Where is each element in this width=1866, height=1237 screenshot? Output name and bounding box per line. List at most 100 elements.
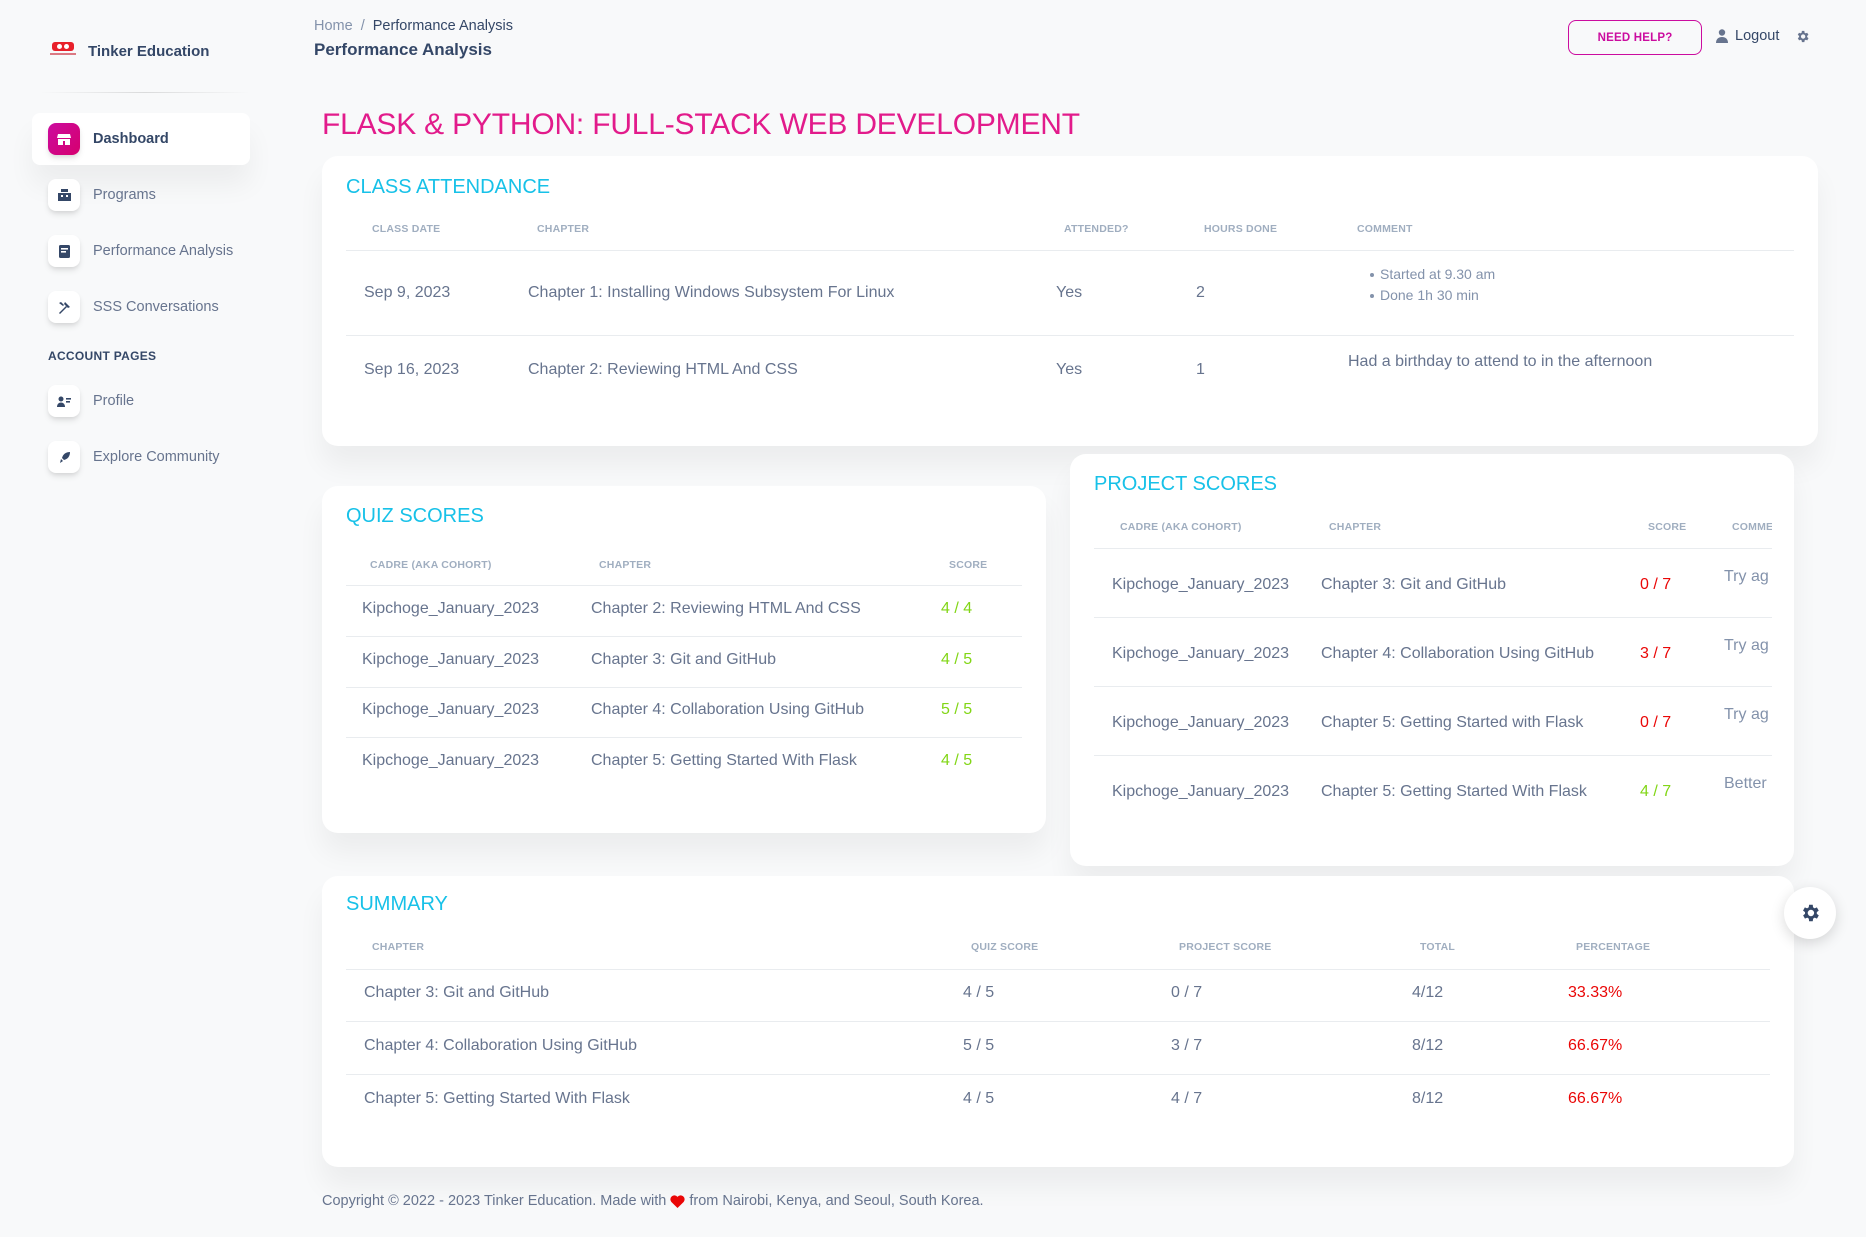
chapter-name: Chapter 5: Getting Started With Flask — [591, 752, 857, 769]
sidebar-item-label: Programs — [93, 187, 156, 203]
class-attendance-title: CLASS ATTENDANCE — [346, 176, 551, 198]
logout-link[interactable]: Logout — [1716, 28, 1779, 44]
project-scores-title: PROJECT SCORES — [1094, 473, 1277, 495]
comment-text: Try ag — [1724, 568, 1769, 585]
table-divider — [346, 687, 1022, 688]
sidebar-item-programs[interactable]: Programs — [32, 169, 250, 221]
table-divider — [346, 969, 1770, 970]
cadre-name: Kipchoge_January_2023 — [362, 701, 540, 718]
table-divider — [1094, 617, 1772, 618]
column-header: COMME — [1732, 521, 1772, 533]
column-header: PROJECT SCORE — [1179, 941, 1272, 953]
tinker-logo-icon — [50, 40, 76, 62]
class-date: Sep 9, 2023 — [364, 284, 451, 301]
column-header: CLASS DATE — [372, 223, 441, 235]
cadre-name: Kipchoge_January_2023 — [1112, 783, 1290, 800]
column-header: CHAPTER — [1329, 521, 1382, 533]
table-divider — [346, 1074, 1770, 1075]
course-title: FLASK & PYTHON: FULL-STACK WEB DEVELOPME… — [322, 108, 1080, 141]
comment-item: Started at 9.30 am — [1368, 264, 1495, 285]
sidebar-item-explore-community[interactable]: Explore Community — [32, 431, 250, 483]
total-score: 8/12 — [1412, 1037, 1444, 1054]
percentage-value: 33.33% — [1568, 984, 1623, 1001]
cadre-name: Kipchoge_January_2023 — [362, 600, 540, 617]
total-score: 4/12 — [1412, 984, 1444, 1001]
sidebar-item-dashboard[interactable]: Dashboard — [32, 113, 250, 165]
sidebar-item-profile[interactable]: Profile — [32, 375, 250, 427]
chapter-name: Chapter 4: Collaboration Using GitHub — [1321, 645, 1595, 662]
user-icon — [1716, 29, 1728, 43]
sidebar-item-label: Profile — [93, 393, 135, 409]
brand-name: Tinker Education — [88, 42, 210, 60]
settings-gear-icon[interactable] — [1795, 29, 1810, 49]
column-header: SCORE — [949, 559, 988, 571]
class-attendance-card: CLASS ATTENDANCE CLASS DATE CHAPTER ATTE… — [322, 156, 1818, 446]
column-header: ATTENDED? — [1064, 223, 1129, 235]
chapter-name: Chapter 1: Installing Windows Subsystem … — [528, 284, 895, 301]
comment-text: Had a birthday to attend to in the after… — [1348, 353, 1653, 370]
quiz-scores-card: QUIZ SCORES CADRE (AKA COHORT) CHAPTER S… — [322, 486, 1046, 833]
sidebar-item-label: SSS Conversations — [93, 299, 219, 315]
table-divider — [1094, 548, 1772, 549]
quiz-score: 4 / 5 — [963, 1090, 995, 1107]
settings-tools-icon — [48, 291, 80, 323]
rocket-icon — [48, 441, 80, 473]
cadre-name: Kipchoge_January_2023 — [362, 651, 540, 668]
column-header: CADRE (AKA COHORT) — [1120, 521, 1242, 533]
footer: Copyright © 2022 - 2023 Tinker Education… — [322, 1193, 984, 1209]
chapter-name: Chapter 4: Collaboration Using GitHub — [591, 701, 865, 718]
summary-card: SUMMARY CHAPTER QUIZ SCORE PROJECT SCORE… — [322, 876, 1794, 1167]
column-header: HOURS DONE — [1204, 223, 1278, 235]
sidebar-item-performance-analysis[interactable]: Performance Analysis — [32, 225, 250, 277]
quiz-score: 5 / 5 — [963, 1037, 995, 1054]
column-header: CADRE (AKA COHORT) — [370, 559, 492, 571]
project-score: 0 / 7 — [1171, 984, 1203, 1001]
user-card-icon — [48, 385, 80, 417]
shop-icon — [48, 123, 80, 155]
cadre-name: Kipchoge_January_2023 — [1112, 576, 1290, 593]
comment-text: Try ag — [1724, 706, 1769, 723]
chapter-name: Chapter 3: Git and GitHub — [364, 984, 549, 1001]
project-table-scroll[interactable]: CADRE (AKA COHORT) CHAPTER SCORE COMME K… — [1070, 454, 1772, 866]
breadcrumb-home-link[interactable]: Home — [314, 18, 353, 34]
floating-settings-button[interactable] — [1784, 887, 1836, 939]
score-value: 4 / 7 — [1640, 783, 1672, 800]
chapter-name: Chapter 2: Reviewing HTML And CSS — [528, 361, 798, 378]
score-value: 4 / 5 — [941, 651, 973, 668]
need-help-button[interactable]: NEED HELP? — [1568, 20, 1702, 55]
gear-icon — [1803, 904, 1819, 922]
credit-card-icon — [48, 235, 80, 267]
office-icon — [48, 179, 80, 211]
score-value: 0 / 7 — [1640, 714, 1672, 731]
score-value: 5 / 5 — [941, 701, 973, 718]
hours-done: 1 — [1196, 361, 1205, 378]
brand[interactable]: Tinker Education — [50, 40, 209, 62]
cadre-name: Kipchoge_January_2023 — [1112, 645, 1290, 662]
cadre-name: Kipchoge_January_2023 — [1112, 714, 1290, 731]
sidebar-section-label: ACCOUNT PAGES — [48, 349, 157, 363]
footer-text-prefix: Copyright © 2022 - 2023 Tinker Education… — [322, 1193, 667, 1209]
breadcrumb-current: Performance Analysis — [372, 18, 513, 34]
class-date: Sep 16, 2023 — [364, 361, 460, 378]
column-header: QUIZ SCORE — [971, 941, 1039, 953]
chapter-name: Chapter 4: Collaboration Using GitHub — [364, 1037, 638, 1054]
table-divider — [346, 636, 1022, 637]
breadcrumb-separator: / — [360, 18, 365, 34]
column-header: PERCENTAGE — [1576, 941, 1651, 953]
quiz-scores-title: QUIZ SCORES — [346, 505, 484, 527]
total-score: 8/12 — [1412, 1090, 1444, 1107]
chapter-name: Chapter 3: Git and GitHub — [591, 651, 776, 668]
heart-icon — [670, 1194, 685, 1208]
chapter-name: Chapter 5: Getting Started With Flask — [364, 1090, 630, 1107]
table-divider — [346, 1021, 1770, 1022]
chapter-name: Chapter 5: Getting Started with Flask — [1321, 714, 1584, 731]
column-header: CHAPTER — [537, 223, 590, 235]
table-divider — [1094, 686, 1772, 687]
comment-text: Try ag — [1724, 637, 1769, 654]
quiz-score: 4 / 5 — [963, 984, 995, 1001]
sidebar-item-sss-conversations[interactable]: SSS Conversations — [32, 281, 250, 333]
project-score: 3 / 7 — [1171, 1037, 1203, 1054]
percentage-value: 66.67% — [1568, 1090, 1623, 1107]
summary-title: SUMMARY — [346, 893, 448, 915]
comment-list: Started at 9.30 am Done 1h 30 min — [1368, 264, 1495, 306]
